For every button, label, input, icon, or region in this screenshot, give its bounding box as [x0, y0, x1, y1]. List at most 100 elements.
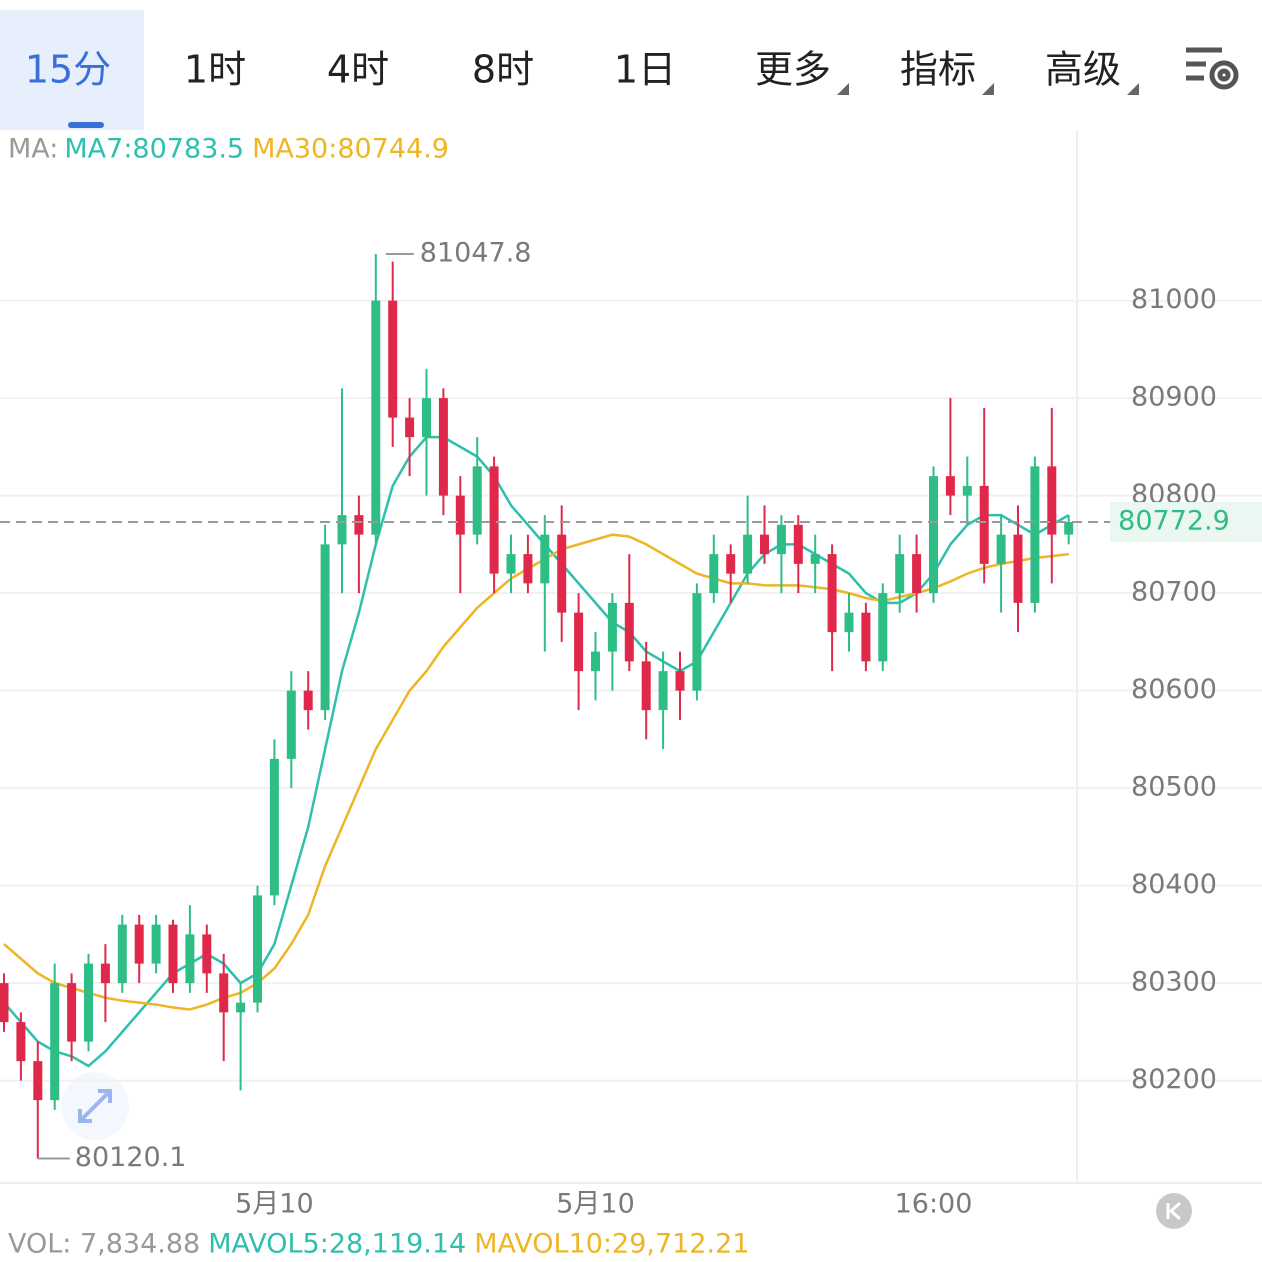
- candle-body: [624, 602, 634, 662]
- candle-body: [996, 534, 1006, 564]
- legend-title: MA:: [8, 134, 58, 165]
- candle-body: [1013, 534, 1023, 603]
- candle-body: [962, 485, 972, 496]
- y-tick-label: 80900: [1131, 382, 1217, 413]
- candle-body: [455, 495, 465, 535]
- candle-body: [168, 924, 178, 984]
- tab[interactable]: 1日: [614, 48, 676, 92]
- candle-body: [945, 476, 955, 496]
- tab[interactable]: 高级: [1045, 48, 1121, 92]
- y-tick-label: 80700: [1131, 577, 1217, 608]
- candle-body: [320, 544, 330, 711]
- candle-body: [827, 554, 837, 633]
- tab[interactable]: 更多: [755, 48, 831, 92]
- candle-body: [0, 983, 9, 1023]
- candle-body: [219, 973, 229, 1013]
- last-price-bg: [1110, 502, 1262, 543]
- candle-body: [472, 466, 482, 535]
- tab[interactable]: 8时: [472, 48, 534, 92]
- active-tab-bg: [0, 10, 144, 130]
- x-tick-label: 5月10: [235, 1189, 314, 1220]
- candle-body: [743, 534, 753, 574]
- ma-line: [3, 435, 1070, 1068]
- candle-body: [371, 300, 381, 535]
- candle-body: [303, 690, 313, 711]
- y-tick-label: 80600: [1131, 674, 1217, 705]
- candle-body: [557, 534, 567, 613]
- candle-body: [337, 515, 347, 545]
- candle-body: [658, 671, 668, 711]
- candle-body: [117, 924, 127, 984]
- candle-body: [506, 554, 516, 574]
- settings-icon[interactable]: [1186, 47, 1239, 90]
- candle-body: [269, 758, 279, 896]
- y-tick-label: 80500: [1131, 772, 1217, 803]
- candle-body: [675, 671, 685, 691]
- candle-body: [607, 602, 617, 652]
- dropdown-indicator: [982, 83, 994, 95]
- candle-body: [878, 593, 888, 662]
- expand-icon[interactable]: [61, 1072, 129, 1140]
- candle-body: [489, 466, 499, 574]
- x-tick-label: 5月10: [556, 1189, 635, 1220]
- candle-body: [540, 534, 550, 584]
- high-label: 81047.8: [420, 238, 532, 269]
- candle-body: [793, 524, 803, 564]
- candle-body: [641, 661, 651, 711]
- candle-body: [286, 690, 296, 759]
- candle-body: [844, 612, 854, 633]
- candle-body: [67, 983, 77, 1042]
- tab[interactable]: 指标: [900, 48, 976, 92]
- candle-body: [202, 934, 212, 974]
- tab[interactable]: 1时: [184, 48, 246, 92]
- candle-body: [185, 934, 195, 984]
- candle-body: [100, 963, 110, 984]
- candle-body: [591, 651, 600, 672]
- candle-body: [388, 300, 398, 418]
- candle-body: [354, 515, 364, 535]
- candle-body: [438, 398, 448, 496]
- candle-body: [151, 924, 161, 964]
- candle-body: [810, 554, 820, 564]
- ma-line: [3, 533, 1069, 1011]
- legend-entry: MA30:80744.9: [252, 134, 449, 165]
- candle-body: [895, 554, 905, 594]
- y-tick-label: 80300: [1131, 967, 1217, 998]
- candle-body: [523, 554, 533, 584]
- tab[interactable]: 15分: [25, 48, 111, 92]
- y-tick-label: 80200: [1131, 1064, 1217, 1095]
- candle-body: [236, 1002, 246, 1013]
- low-label: 80120.1: [75, 1142, 187, 1173]
- candle-body: [405, 417, 415, 438]
- active-tab-indicator: [68, 122, 104, 128]
- dropdown-indicator: [1127, 83, 1139, 95]
- candle-body: [1064, 522, 1074, 535]
- tab[interactable]: 4时: [327, 48, 389, 92]
- candle-body: [33, 1061, 43, 1101]
- candle-body: [979, 485, 989, 564]
- candle-body: [709, 554, 719, 594]
- candle-body: [50, 983, 60, 1101]
- candle-body: [84, 963, 93, 1042]
- candle-body: [422, 398, 431, 438]
- candle-body: [574, 612, 584, 672]
- y-tick-label: 81000: [1131, 284, 1217, 315]
- dropdown-indicator: [837, 83, 849, 95]
- volume-legend: MAVOL10:29,712.21: [474, 1229, 749, 1260]
- candle-body: [1047, 466, 1057, 535]
- candle-body: [692, 593, 702, 691]
- candle-body: [912, 554, 922, 594]
- candle-body: [16, 1022, 26, 1062]
- candle-body: [929, 476, 938, 594]
- candle-body: [861, 612, 871, 662]
- collapse-button[interactable]: [1156, 1193, 1192, 1229]
- legend-entry: MA7:80783.5: [64, 134, 244, 165]
- last-price-label: 80772.9: [1118, 506, 1230, 537]
- x-tick-label: 16:00: [895, 1189, 973, 1220]
- candle-body: [253, 895, 262, 1003]
- candle-body: [776, 524, 786, 555]
- candle-body: [134, 924, 144, 964]
- candle-body: [760, 534, 769, 555]
- candle-body: [1030, 466, 1040, 603]
